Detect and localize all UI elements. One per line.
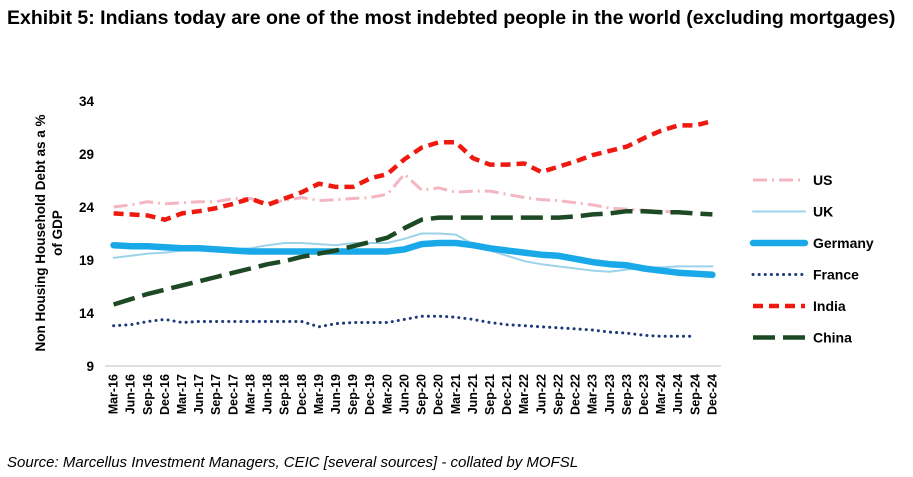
x-tick-label: Sep-18 [278, 374, 292, 415]
x-tick-label: Dec-17 [226, 374, 240, 415]
source-note: Source: Marcellus Investment Managers, C… [7, 454, 579, 471]
legend-label-china: China [813, 330, 852, 346]
x-tick-label: Dec-16 [158, 374, 172, 415]
y-tick-label: 14 [79, 306, 95, 321]
y-axis-label-line: Non Housing Household Debt as a % [33, 114, 48, 351]
y-tick-label: 34 [79, 94, 95, 109]
y-tick-label: 29 [79, 147, 94, 162]
legend: US UK Germany France India China [749, 172, 874, 346]
y-tick-label: 19 [79, 253, 94, 268]
x-tick-label: Jun-20 [397, 374, 411, 414]
x-tick-label: Sep-24 [688, 374, 702, 415]
series-line-germany [110, 239, 716, 279]
x-tick-labels: Mar-16 Jun-16 Sep-16 Dec-16 Mar-17 Jun-17 Sep-… [107, 374, 720, 415]
x-tick-label: Jun-18 [261, 374, 275, 414]
x-tick-label: Dec-20 [432, 374, 446, 415]
x-tick-label: Dec-22 [569, 374, 583, 415]
x-tick-label: Mar-23 [586, 374, 600, 414]
x-tick-label: Sep-22 [551, 374, 565, 415]
series-line-india [113, 118, 713, 222]
x-tick-label: Jun-22 [534, 374, 548, 414]
legend-label-us: US [813, 172, 832, 188]
x-tick-label: Sep-17 [209, 374, 223, 415]
series-lines [110, 118, 716, 338]
x-tick-label: Jun-21 [466, 374, 480, 414]
y-axis-label: Non Housing Household Debt as a % of GDP [33, 114, 65, 351]
x-tick-label: Mar-20 [380, 374, 394, 414]
x-tick-label: Mar-19 [312, 374, 326, 414]
x-tick-label: Mar-21 [449, 374, 463, 414]
series-line-china [112, 208, 713, 307]
x-tick-label: Dec-24 [705, 374, 719, 415]
legend-label-uk: UK [813, 204, 833, 220]
x-tick-label: Dec-18 [295, 374, 309, 415]
x-tick-label: Jun-17 [192, 374, 206, 414]
x-tick-label: Jun-19 [329, 374, 343, 414]
series-line-france [112, 314, 697, 338]
x-tick-label: Mar-16 [107, 374, 121, 414]
exhibit-title: Exhibit 5: Indians today are one of the … [7, 7, 896, 29]
y-axis-label-line: of GDP [50, 210, 65, 256]
x-tick-label: Sep-19 [346, 374, 360, 415]
series-line-us [113, 172, 679, 214]
x-tick-label: Mar-22 [517, 374, 531, 414]
x-tick-label: Dec-21 [500, 374, 514, 415]
y-tick-labels: 9 14 19 24 29 34 [79, 94, 95, 374]
x-tick-label: Sep-20 [415, 374, 429, 415]
legend-label-france: France [813, 267, 859, 283]
x-tick-label: Jun-16 [124, 374, 138, 414]
x-tick-label: Mar-17 [175, 374, 189, 414]
x-tick-label: Sep-23 [620, 374, 634, 415]
x-tick-label: Sep-16 [141, 374, 155, 415]
legend-label-india: India [813, 298, 846, 314]
y-tick-label: 9 [86, 359, 94, 374]
x-tick-label: Mar-18 [243, 374, 257, 414]
legend-label-germany: Germany [813, 235, 874, 251]
y-tick-label: 24 [79, 200, 95, 215]
x-tick-label: Sep-21 [483, 374, 497, 415]
x-tick-label: Dec-19 [363, 374, 377, 415]
x-tick-label: Dec-23 [637, 374, 651, 415]
x-tick-label: Jun-23 [603, 374, 617, 414]
x-tick-label: Mar-24 [654, 374, 668, 414]
x-tick-label: Jun-24 [671, 374, 685, 414]
